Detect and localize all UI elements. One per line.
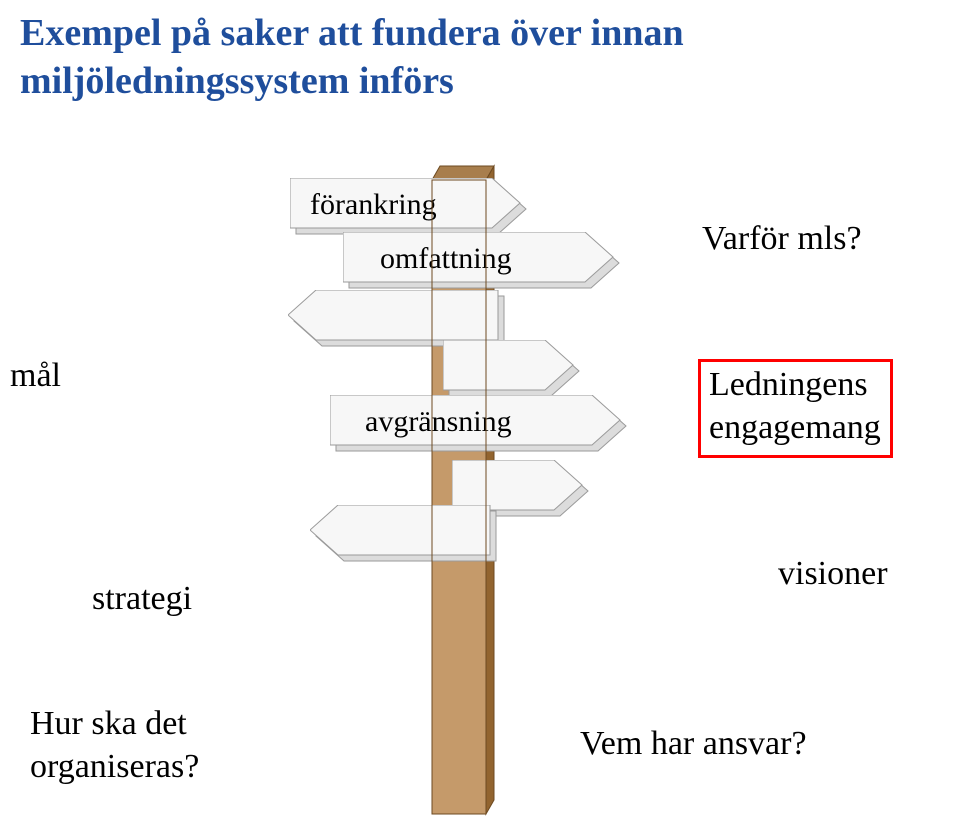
slide-title-line2: miljöledningssystem införs: [20, 58, 684, 106]
label-organiseras: organiseras?: [30, 748, 199, 786]
label-engagemang: engagemang: [709, 407, 882, 450]
label-mal: mål: [10, 357, 61, 395]
label-hur-ska-det: Hur ska det: [30, 705, 187, 743]
sign-label-omfattning: omfattning: [380, 242, 512, 276]
label-strategi: strategi: [92, 580, 192, 618]
label-ledningens-box: Ledningens engagemang: [698, 359, 893, 458]
label-ledningens: Ledningens: [709, 364, 882, 407]
label-visioner: visioner: [778, 555, 888, 593]
label-vem-har-ansvar: Vem har ansvar?: [580, 725, 807, 763]
sign-blank_left_2: [310, 505, 498, 563]
slide-title: Exempel på saker att fundera över innanm…: [20, 10, 684, 105]
label-varfor-mls: Varför mls?: [702, 220, 862, 258]
sign-label-forankring: förankring: [310, 188, 437, 222]
sign-label-avgransning: avgränsning: [365, 405, 512, 439]
sign-blank_right_1: [443, 340, 581, 398]
slide-stage: Exempel på saker att fundera över innanm…: [0, 0, 960, 814]
slide-title-line1: Exempel på saker att fundera över innan: [20, 10, 684, 58]
